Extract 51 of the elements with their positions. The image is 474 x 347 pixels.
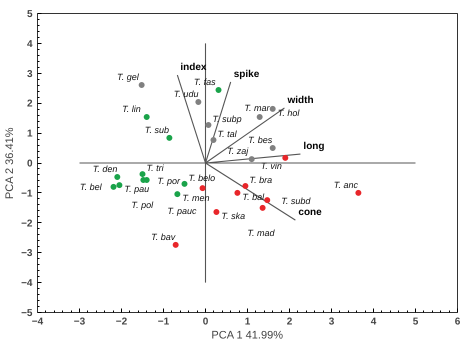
x-tick-label: −1: [158, 316, 170, 328]
y-tick-label: −2: [21, 218, 33, 230]
y-tick-label: 5: [26, 9, 33, 20]
y-tick-label: 4: [26, 38, 33, 50]
y-tick-label: −1: [21, 188, 33, 200]
x-tick-label: 0: [202, 316, 209, 328]
data-label: T. bes: [248, 135, 273, 146]
annotation: spike: [234, 68, 260, 80]
annotation: long: [303, 141, 325, 152]
x-tick-label: −3: [74, 316, 86, 328]
x-tick-label: 6: [454, 316, 461, 328]
data-label: T. tri: [146, 163, 165, 174]
y-tick-label: 1: [26, 128, 33, 140]
x-tick-label: 1: [244, 316, 251, 328]
data-label: T. mar: [244, 102, 271, 113]
data-label: T. gel: [117, 72, 140, 82]
data-label: T. mad: [247, 228, 276, 238]
data-label: T. ska: [221, 211, 246, 222]
x-axis-title: PCA 1 41.99%: [211, 330, 284, 342]
y-tick-label: −4: [21, 278, 33, 290]
data-label: T. bav: [151, 232, 176, 242]
data-label: T. bel: [80, 182, 103, 192]
data-label: T. hol: [278, 108, 300, 118]
x-tick-label: 3: [328, 316, 335, 328]
data-label: T. subd: [281, 196, 312, 206]
data-label: T. den: [92, 164, 118, 174]
x-tick-label: 2: [286, 316, 293, 328]
y-tick-label: 0: [26, 158, 33, 170]
data-label: T. udu: [174, 89, 198, 100]
data-label: T. anc: [334, 180, 358, 190]
data-label: T. bra: [249, 175, 272, 186]
y-axis-title: PCA 2 36.41%: [4, 127, 16, 200]
data-label: T. pauc: [167, 206, 198, 216]
data-label: T. zaj: [227, 146, 250, 156]
x-tick-label: 5: [412, 316, 419, 328]
y-tick-label: 3: [26, 68, 33, 80]
x-tick-label: −2: [116, 316, 128, 328]
y-tick-label: −5: [21, 308, 33, 319]
data-label: T. por: [157, 176, 182, 186]
annotation: width: [286, 94, 314, 106]
data-label: T. lin: [122, 104, 141, 114]
x-tick-label: 4: [370, 316, 377, 328]
data-label: T. pau: [124, 184, 150, 194]
y-tick-label: −3: [21, 248, 33, 260]
data-label: T. tal: [217, 128, 238, 139]
data-label: T. pol: [131, 200, 154, 210]
data-label: T. subp: [212, 114, 242, 124]
data-label: T. sub: [144, 124, 169, 135]
data-label: T. vin: [260, 160, 282, 171]
y-tick-label: 2: [26, 98, 33, 110]
annotation: cone: [298, 207, 322, 218]
